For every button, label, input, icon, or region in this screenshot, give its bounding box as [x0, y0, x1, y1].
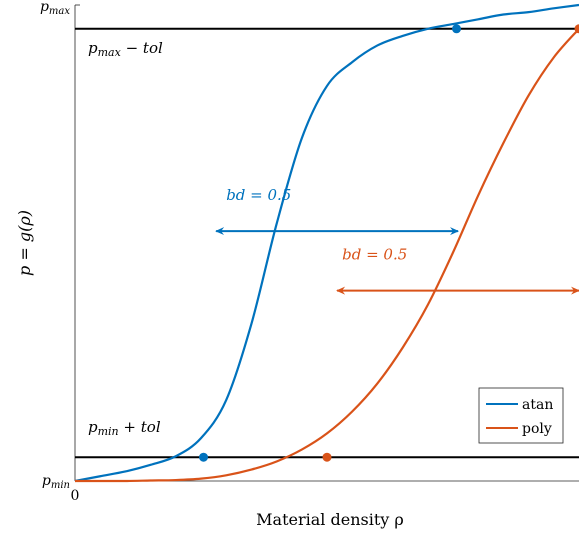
legend-label-poly: poly [522, 421, 552, 437]
annotation-label-1: bd = 0.5 [342, 246, 407, 264]
y-tick-label-min: pmin [42, 473, 70, 491]
legend: atan poly [478, 387, 564, 444]
series-line-poly [75, 28, 579, 483]
marker-atan-1 [452, 24, 462, 34]
x-axis-label: Material density ρ [256, 510, 404, 529]
y-axis-label: p = g(ρ) [15, 210, 34, 276]
marker-poly-1 [574, 24, 579, 34]
series-line-atan [74, 3, 579, 483]
legend-box [478, 387, 564, 444]
marker-atan-0 [199, 452, 209, 462]
y-tick-label-max: pmax [40, 0, 70, 17]
ref-label-min-tol: pmin + tol [88, 418, 161, 438]
x-tick-label-0: 0 [71, 488, 80, 504]
legend-label-atan: atan [522, 397, 553, 413]
marker-poly-0 [322, 452, 332, 462]
ref-label-max-tol: pmax − tol [88, 39, 163, 59]
annotation-label-0: bd = 0.5 [226, 186, 291, 204]
